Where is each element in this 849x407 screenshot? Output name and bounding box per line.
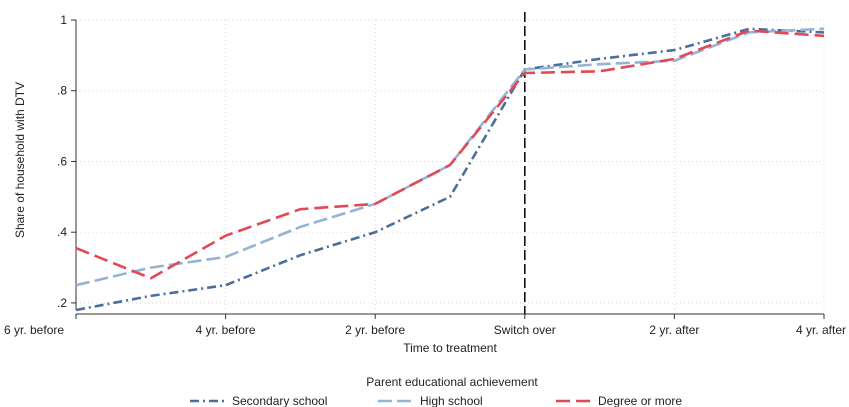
y-tick-label: .4 xyxy=(57,225,67,239)
axes xyxy=(71,19,825,319)
y-tick-label: .8 xyxy=(57,84,67,98)
legend-title: Parent educational achievement xyxy=(366,375,538,389)
legend: Secondary school High school Degree or mor… xyxy=(190,394,682,407)
x-tick-label: 2 yr. after xyxy=(649,323,699,337)
y-axis-title: Share of household with DTV xyxy=(13,82,27,238)
tick-labels: .2 .4 .6 .8 1 6 yr. before 4 yr. before 2 yr. b… xyxy=(4,13,846,337)
x-tick-label: 4 yr. before xyxy=(196,323,256,337)
legend-label-1: High school xyxy=(420,394,483,407)
x-tick-label: 6 yr. before xyxy=(4,323,64,337)
legend-label-2: Degree or more xyxy=(598,394,682,407)
y-tick-label: 1 xyxy=(60,13,67,27)
x-tick-label: Switch over xyxy=(494,323,556,337)
y-tick-label: .6 xyxy=(57,154,67,168)
series-group xyxy=(75,27,825,312)
x-axis-title: Time to treatment xyxy=(403,341,497,355)
x-tick-label: 2 yr. before xyxy=(345,323,405,337)
series-line-2 xyxy=(75,29,825,280)
legend-label-0: Secondary school xyxy=(232,394,327,407)
series-line-0 xyxy=(75,27,825,312)
y-tick-label: .2 xyxy=(57,296,67,310)
x-tick-label: 4 yr. after xyxy=(796,323,846,337)
series-line-1 xyxy=(75,27,825,287)
